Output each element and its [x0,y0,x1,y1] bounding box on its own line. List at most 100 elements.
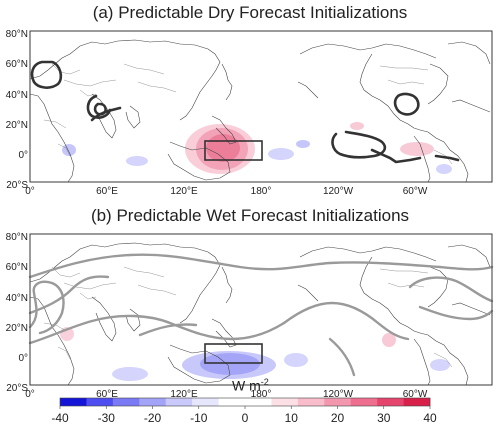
country-border [137,284,177,296]
dry-composite-contour [30,60,63,89]
colorbar-segment [324,398,352,406]
dry-composite-contour [86,94,112,119]
coastline [447,244,491,268]
dry-composite-contour [370,148,422,164]
colorbar-segment [245,398,272,406]
colorbar-segment [350,398,378,406]
colorbar-tick-label: -40 [51,411,69,425]
latitude-tick-label: 0° [18,353,28,364]
country-border [57,143,71,157]
dry-composite-contour [434,154,460,162]
latitude-tick-label: 20°S [6,180,28,191]
country-border [57,346,71,360]
coastline [125,105,141,129]
coastline [167,344,231,384]
colorbar-tick-label: -10 [190,411,208,425]
map-panel-b: 80°N60°N40°N20°N0°20°S0° 60°E 120°E 180° 120… [6,232,494,400]
latitude-tick-label: 80°N [6,29,28,40]
coastline [299,43,437,59]
colorbar-tick-label: 10 [285,411,299,425]
colorbar-segment [192,398,219,406]
country-border [43,322,67,332]
nino-region-box [204,343,263,364]
latitude-tick-label: 40°N [6,293,28,304]
coastline [359,53,421,131]
colorbar-segment [297,398,325,406]
anomaly-shading [436,164,452,174]
map-panel-a: 80°N60°N40°N20°N0°20°S0° 60°E 120°E 180° 120… [6,29,493,197]
anomaly-shading [284,353,308,367]
country-border [51,266,81,278]
coastline [447,41,491,65]
colorbar-tick-label: 30 [377,411,391,425]
colorbar-segment [139,398,167,406]
country-border [387,79,425,85]
wet-composite-contour [28,275,110,315]
coastline [413,338,431,386]
anomaly-shading [268,148,294,160]
longitude-tick-label: 180° [251,186,272,197]
map-border [29,233,493,386]
longitude-tick-label: 120°W [323,389,354,400]
latitude-tick-label: 60°N [6,262,28,273]
coastline [413,135,431,183]
longitude-tick-label: 120°E [170,389,198,400]
coastline [167,141,231,181]
dry-composite-contour [393,92,420,116]
anomaly-shading [62,144,76,156]
latitude-tick-label: 0° [18,150,28,161]
wet-composite-contour [28,314,286,345]
country-border [379,268,429,274]
colorbar-segment [218,398,246,406]
coastline [359,256,421,334]
anomaly-shading [296,140,310,148]
coastline [297,284,319,302]
coastline [427,63,449,105]
coastline [211,115,237,145]
country-border [63,79,117,87]
anomaly-shading [112,367,148,381]
country-border [51,63,81,75]
wet-composite-contour [408,276,494,303]
country-border [123,266,165,278]
country-border [137,81,177,93]
wet-composite-contour [28,253,494,279]
coastline [297,81,319,99]
coastline [29,39,221,121]
coastline [419,129,469,183]
coastline [29,93,75,183]
anomaly-shading [200,353,260,375]
anomaly-shading [126,156,148,166]
dry-composite-contour [90,106,122,122]
colorbar-tick-label: 40 [423,411,437,425]
country-border [43,119,67,129]
colorbar-segment [86,398,114,406]
colorbar-units: W m-2 [232,377,269,394]
coastline [299,246,437,262]
colorbar-tick-label: 0 [242,411,249,425]
country-border [63,282,117,290]
latitude-tick-label: 60°N [6,59,28,70]
coastline [125,308,141,332]
wet-composite-contour [282,301,410,341]
longitude-tick-label: 120°E [170,186,198,197]
country-border [379,65,429,71]
colorbar-tick-label: -30 [98,411,116,425]
latitude-tick-label: 20°N [6,120,28,131]
longitude-tick-label: 180° [251,389,272,400]
coastline [451,99,491,113]
colorbar-segment [165,398,193,406]
country-border [387,282,425,288]
coastline [221,63,233,101]
coastline [419,332,469,386]
map-border [29,30,493,183]
nino-region-box [204,140,263,161]
longitude-tick-label: 0° [25,186,35,197]
anomaly-shading [350,122,364,130]
coastline [91,296,117,342]
colorbar-segment [403,398,431,406]
country-border [123,63,165,75]
country-border [79,89,97,97]
wet-composite-contour [418,305,494,321]
coastline [211,318,237,348]
